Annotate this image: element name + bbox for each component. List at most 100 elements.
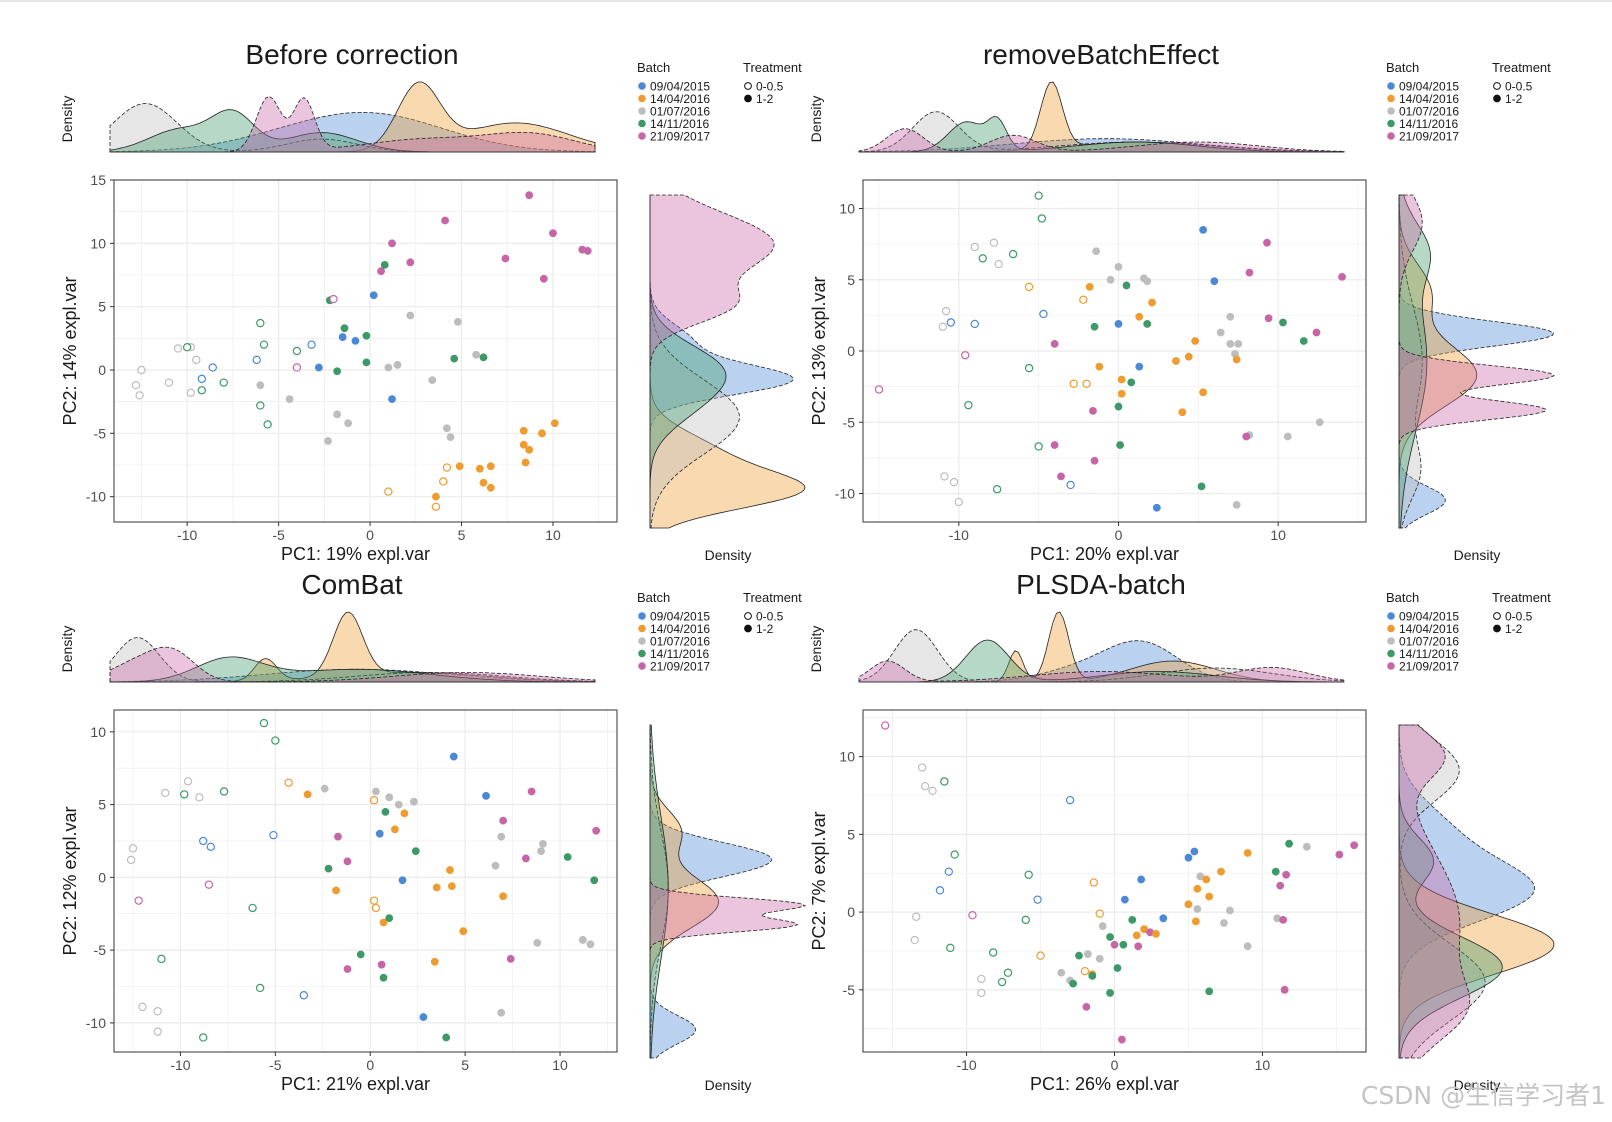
data-point (161, 788, 170, 798)
data-point (271, 736, 280, 745)
top-density (858, 611, 1345, 683)
data-point (1220, 919, 1228, 927)
data-point (453, 317, 462, 326)
legend-batch-swatch (638, 649, 646, 658)
x-tick-label: -10 (170, 1057, 190, 1073)
data-point (430, 957, 439, 966)
legend-batch-label: 01/07/2016 (650, 105, 710, 119)
data-point (400, 809, 409, 818)
data-point (391, 825, 399, 834)
data-point (910, 935, 919, 945)
data-point (292, 363, 302, 372)
y-tick-label: 5 (847, 272, 855, 288)
data-point (248, 903, 257, 913)
data-point (204, 880, 214, 889)
data-point (472, 350, 481, 359)
data-point (1242, 432, 1251, 441)
data-point (1197, 482, 1206, 491)
chart-title: Before correction (245, 39, 458, 70)
data-point (978, 254, 987, 263)
legend-batch-label: 14/04/2016 (650, 92, 710, 106)
legend-batch-swatch (638, 82, 646, 90)
data-point (419, 1013, 428, 1021)
data-points (880, 721, 1359, 1044)
chart-title: removeBatchEffect (983, 39, 1219, 70)
top-density (109, 611, 596, 683)
data-point (583, 247, 592, 255)
density-curve (859, 639, 1345, 683)
legend-batch-label: 21/09/2017 (1399, 130, 1459, 144)
data-point (1217, 867, 1225, 876)
data-point (944, 867, 954, 876)
legend-batch-label: 09/04/2015 (650, 610, 710, 624)
legend-treatment-label: 0-0.5 (1505, 80, 1533, 94)
data-point (1191, 337, 1200, 345)
data-point (340, 324, 349, 333)
legend: Batch 09/04/201514/04/201601/07/201614/11… (637, 590, 802, 674)
y-tick-label: -5 (843, 414, 856, 430)
y-axis-label: PC2: 14% expl.var (60, 276, 80, 425)
data-point (1085, 282, 1094, 291)
data-point (935, 886, 945, 895)
data-point (431, 502, 441, 511)
data-point (486, 462, 495, 471)
data-point (255, 983, 265, 993)
data-point (269, 830, 278, 840)
data-point (1302, 842, 1311, 851)
data-point (1065, 795, 1075, 805)
legend-treatment-swatch (744, 82, 752, 90)
data-point (1193, 905, 1202, 913)
x-tick-label: -10 (949, 527, 969, 543)
data-point (977, 974, 986, 984)
data-point (994, 259, 1003, 269)
legend-batch-label: 09/04/2015 (650, 80, 710, 94)
data-point (537, 847, 545, 856)
data-point (398, 876, 407, 885)
data-point (1095, 954, 1104, 963)
data-point (1205, 987, 1214, 996)
grid (863, 180, 1366, 522)
data-point (1080, 966, 1090, 976)
data-point (284, 778, 293, 787)
right-density (1398, 194, 1555, 529)
plot-frame (113, 179, 618, 523)
data-point (960, 351, 970, 360)
y-tick-label: 0 (847, 904, 855, 920)
data-point (1050, 339, 1059, 348)
data-point (183, 777, 193, 786)
data-point (369, 896, 379, 905)
legend-batch-swatch (1387, 119, 1395, 128)
data-point (263, 420, 272, 429)
data-point (1088, 971, 1097, 980)
legend-batch-title: Batch (1386, 60, 1419, 75)
legend-treatment-title: Treatment (743, 590, 802, 605)
data-point (592, 826, 601, 835)
data-point (479, 478, 488, 487)
legend-batch-label: 14/04/2016 (650, 622, 710, 636)
data-point (1066, 480, 1075, 490)
legend: Batch 09/04/201514/04/201601/07/201614/11… (637, 60, 802, 144)
data-point (180, 790, 189, 799)
data-point (1279, 318, 1287, 327)
data-point (1191, 917, 1200, 926)
data-point (394, 800, 403, 809)
y-tick-label: -5 (94, 425, 107, 441)
density-curve (109, 668, 596, 683)
x-tick-label: 0 (366, 527, 374, 543)
legend-batch-swatch (638, 107, 646, 115)
data-point (506, 954, 515, 963)
data-point (439, 477, 448, 486)
density-curve (859, 115, 1344, 153)
data-point (442, 424, 451, 433)
data-point (343, 965, 352, 973)
data-point (1143, 277, 1152, 286)
data-point (388, 239, 396, 248)
data-point (375, 829, 384, 838)
x-tick-label: 5 (461, 1057, 469, 1073)
data-point (173, 344, 183, 353)
data-point (134, 896, 143, 905)
data-point (1117, 1035, 1126, 1044)
legend-batch-title: Batch (637, 60, 670, 75)
data-point (449, 752, 458, 761)
data-point (338, 333, 347, 341)
